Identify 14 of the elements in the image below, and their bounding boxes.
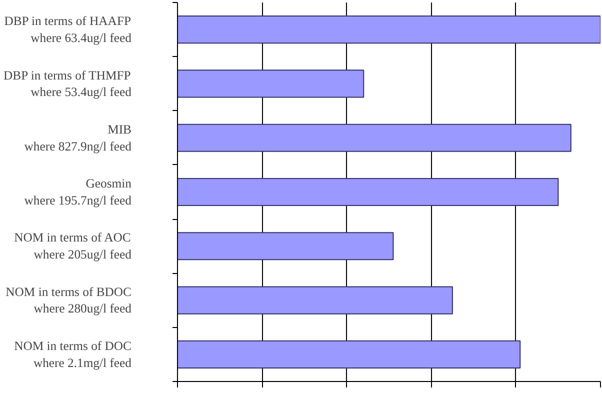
y-tick-label: Geosmin where 195.7ng/l feed [24, 176, 132, 208]
bar [178, 232, 394, 260]
bar [178, 286, 453, 314]
bar [178, 178, 559, 206]
y-tick-label: NOM in terms of AOC where 205ug/l feed [14, 230, 132, 262]
y-tick-label: NOM in terms of BDOC where 280ug/l feed [6, 284, 132, 316]
bar [178, 124, 572, 152]
bar [178, 16, 600, 44]
y-tick-label: MIB where 827.9ng/l feed [24, 122, 132, 154]
y-tick-label: NOM in terms of DOC where 2.1mg/l feed [14, 339, 132, 370]
bar [178, 70, 364, 98]
y-tick-label: DBP in terms of HAAFP where 63.4ug/l feed [4, 14, 132, 45]
y-tick-label: DBP in terms of THMFP where 53.4ug/l feed [4, 68, 132, 100]
bar [178, 340, 521, 368]
